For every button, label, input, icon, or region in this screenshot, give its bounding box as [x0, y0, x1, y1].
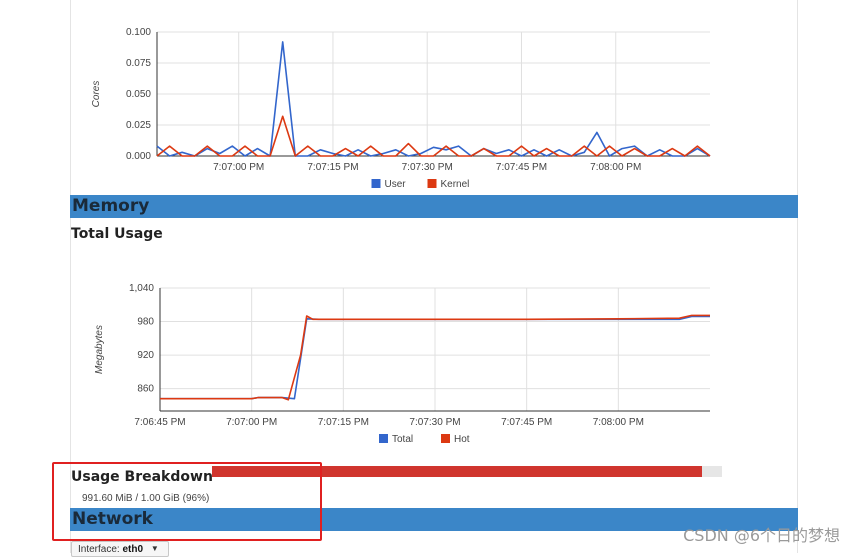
x-tick-label: 7:08:00 PM: [590, 162, 641, 173]
legend-label-hot: Hot: [454, 434, 470, 445]
y-axis-label: Cores: [91, 81, 102, 108]
legend-label-user: User: [385, 179, 407, 190]
x-tick-label: 7:08:00 PM: [593, 417, 644, 428]
series-line-user: [156, 41, 711, 157]
y-tick-label: 0.100: [126, 27, 151, 38]
y-tick-label: 0.050: [126, 89, 151, 100]
y-tick-label: 980: [137, 317, 154, 328]
legend-swatch-hot: [441, 434, 450, 443]
series-line-kernel: [156, 115, 711, 157]
series-line-hot: [160, 314, 710, 401]
x-tick-label: 7:07:00 PM: [226, 417, 277, 428]
right-page-edge: [797, 0, 798, 553]
annotation-highlight-box: [52, 462, 322, 541]
interface-dropdown[interactable]: Interface: eth0 ▼: [71, 541, 169, 557]
y-tick-label: 0.025: [126, 120, 151, 131]
x-tick-label: 7:06:45 PM: [134, 417, 185, 428]
memory-usage-text: 991.60 MiB / 1.00 GiB (96%): [82, 493, 210, 504]
x-tick-label: 7:07:00 PM: [213, 162, 264, 173]
legend-swatch-kernel: [427, 179, 437, 188]
y-tick-label: 860: [137, 384, 154, 395]
legend-swatch-total: [379, 434, 388, 443]
usage-breakdown-title: Usage Breakdown: [71, 469, 213, 485]
interface-value: eth0: [122, 544, 144, 555]
x-tick-label: 7:07:15 PM: [318, 417, 369, 428]
interface-label: Interface:: [78, 544, 120, 555]
x-tick-label: 7:07:45 PM: [501, 417, 552, 428]
network-section-header: Network: [70, 508, 798, 531]
chevron-down-icon: ▼: [150, 544, 159, 553]
legend-label-total: Total: [392, 434, 413, 445]
x-tick-label: 7:07:15 PM: [307, 162, 358, 173]
memory-usage-bar: [212, 466, 722, 477]
watermark: CSDN @6个日的梦想: [683, 526, 840, 545]
memory-usage-bar-fill: [212, 466, 702, 477]
x-tick-label: 7:07:30 PM: [402, 162, 453, 173]
legend-label-kernel: Kernel: [441, 179, 470, 190]
total-usage-title: Total Usage: [71, 226, 163, 242]
legend-swatch-user: [371, 179, 381, 188]
y-tick-label: 0.000: [126, 151, 151, 162]
memory-section-header: Memory: [70, 195, 798, 218]
cpu-usage-chart: 7:07:00 PM 7:07:15 PM 7:07:30 PM 7:07:45 PM…: [91, 27, 711, 190]
x-tick-label: 7:07:45 PM: [496, 162, 547, 173]
left-page-edge: [70, 0, 71, 553]
y-tick-label: 0.075: [126, 58, 151, 69]
memory-usage-chart: 7:06:45 PM 7:07:00 PM 7:07:15 PM 7:07:30 PM…: [94, 283, 710, 445]
y-axis-label: Megabytes: [94, 325, 105, 374]
x-tick-label: 7:07:30 PM: [409, 417, 460, 428]
y-tick-label: 920: [137, 350, 154, 361]
y-tick-label: 1,040: [129, 283, 154, 294]
